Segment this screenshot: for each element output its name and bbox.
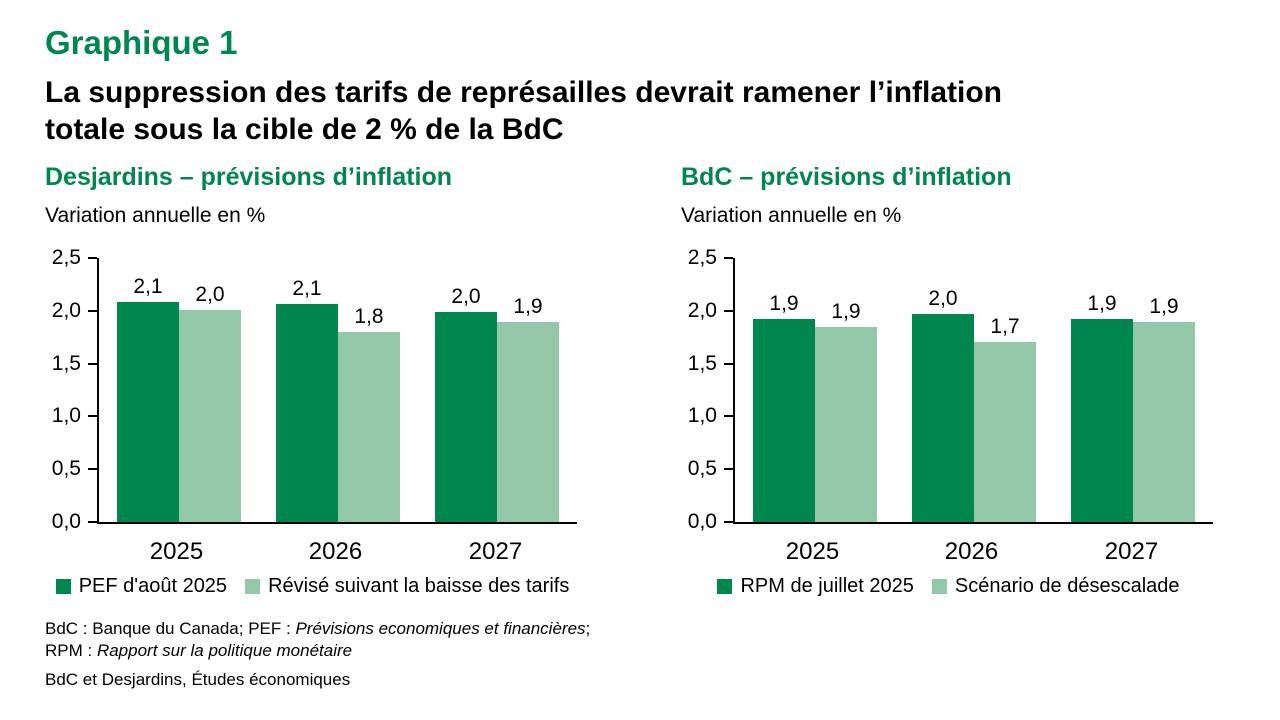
y-tick-label: 1,5 bbox=[51, 352, 81, 375]
footnote-line1-suffix: ; bbox=[585, 619, 591, 638]
legend-item: PEF d'août 2025 bbox=[55, 575, 228, 598]
bar-value-label: 2,0 bbox=[928, 287, 958, 310]
axis-units-label-left: Variation annuelle en % bbox=[45, 204, 266, 227]
page-title-line1: La suppression des tarifs de représaille… bbox=[45, 76, 1003, 109]
bar-value-label: 1,8 bbox=[354, 305, 384, 328]
y-axis-tick bbox=[724, 521, 733, 523]
x-axis-label-2025: 2025 bbox=[785, 538, 840, 565]
bar-value-label: 2,1 bbox=[133, 275, 163, 298]
bar-value-label: 2,1 bbox=[292, 277, 322, 300]
panel-title-bdc: BdC – prévisions d’inflation bbox=[681, 163, 1012, 191]
bar-2027-series2 bbox=[497, 322, 559, 522]
bar-2026-series2 bbox=[338, 332, 400, 522]
bdc-bar-chart: 1,9 1,9 2,0 1,7 1,9 1,9 0,0 0,5 1,0 1,5 2,0 2,5 2025… bbox=[681, 247, 1216, 628]
bar-2025-series1 bbox=[117, 302, 179, 522]
y-tick-label: 0,0 bbox=[51, 510, 81, 533]
y-axis-tick bbox=[88, 415, 97, 417]
bar-value-label: 1,9 bbox=[1087, 292, 1117, 315]
bar-value-label: 1,9 bbox=[831, 300, 861, 323]
bar-value-label: 1,9 bbox=[513, 295, 543, 318]
panel-title-desjardins: Desjardins – prévisions d’inflation bbox=[45, 163, 453, 191]
y-tick-label: 2,5 bbox=[51, 246, 81, 269]
y-tick-label: 2,0 bbox=[51, 299, 81, 322]
plot-area: 1,9 1,9 2,0 1,7 1,9 1,9 bbox=[733, 258, 1213, 524]
page-title: La suppression des tarifs de représaille… bbox=[45, 74, 1002, 148]
bar-2025-series2 bbox=[179, 310, 241, 522]
y-axis-tick bbox=[88, 521, 97, 523]
bar-value-label: 1,9 bbox=[769, 292, 799, 315]
axis-units-label-right: Variation annuelle en % bbox=[681, 204, 902, 227]
x-axis-label-2025: 2025 bbox=[149, 538, 204, 565]
bar-2027-series1 bbox=[1071, 319, 1133, 522]
bar-2027-series2 bbox=[1133, 322, 1195, 522]
bar-2027-series1 bbox=[435, 312, 497, 522]
legend: PEF d'août 2025 Révisé suivant la baisse … bbox=[45, 575, 580, 598]
footnote-line1-prefix: BdC : Banque du Canada; PEF : bbox=[45, 619, 296, 638]
legend-swatch-icon bbox=[245, 579, 261, 594]
y-tick-label: 0,5 bbox=[687, 457, 717, 480]
legend-label: Révisé suivant la baisse des tarifs bbox=[268, 575, 570, 597]
y-axis-tick bbox=[88, 468, 97, 470]
footnote-line2-italic: Rapport sur la politique monétaire bbox=[96, 641, 353, 660]
bar-2026-series2 bbox=[974, 342, 1036, 522]
plot-area: 2,1 2,0 2,1 1,8 2,0 1,9 bbox=[97, 258, 577, 524]
y-axis-tick bbox=[724, 257, 733, 259]
source-line: BdC et Desjardins, Études économiques bbox=[45, 670, 351, 689]
x-axis-label-2026: 2026 bbox=[944, 538, 999, 565]
bar-value-label: 1,7 bbox=[990, 315, 1020, 338]
chart-number-kicker: Graphique 1 bbox=[45, 24, 238, 61]
desjardins-bar-chart: 2,1 2,0 2,1 1,8 2,0 1,9 0,0 0,5 1,0 1,5 2,0 2,5 2025… bbox=[45, 247, 580, 628]
bar-2025-series2 bbox=[815, 327, 877, 522]
footnote: BdC : Banque du Canada; PEF : Prévisions… bbox=[45, 618, 590, 662]
legend-item: RPM de juillet 2025 bbox=[717, 575, 914, 598]
y-tick-label: 2,0 bbox=[687, 299, 717, 322]
legend-swatch-icon bbox=[717, 579, 733, 594]
y-tick-label: 2,5 bbox=[687, 246, 717, 269]
x-axis-label-2027: 2027 bbox=[1104, 538, 1159, 565]
legend-swatch-icon bbox=[931, 579, 947, 594]
bar-2026-series1 bbox=[276, 304, 338, 522]
footnote-line1-italic: Prévisions economiques et financières bbox=[295, 619, 586, 638]
page-title-line2: totale sous la cible de 2 % de la BdC bbox=[45, 113, 564, 146]
y-axis-tick bbox=[88, 363, 97, 365]
y-axis-tick bbox=[724, 363, 733, 365]
legend-item: Scénario de désescalade bbox=[931, 575, 1180, 598]
y-tick-label: 0,5 bbox=[51, 457, 81, 480]
y-tick-label: 1,0 bbox=[687, 404, 717, 427]
bar-value-label: 2,0 bbox=[451, 285, 481, 308]
y-axis-tick bbox=[724, 415, 733, 417]
bar-2025-series1 bbox=[753, 319, 815, 522]
y-axis-tick bbox=[724, 310, 733, 312]
bar-value-label: 2,0 bbox=[195, 283, 225, 306]
y-axis-tick bbox=[88, 310, 97, 312]
y-tick-label: 0,0 bbox=[687, 510, 717, 533]
legend-label: PEF d'août 2025 bbox=[78, 575, 228, 597]
legend-swatch-icon bbox=[55, 579, 71, 594]
footnote-line2-prefix: RPM : bbox=[45, 641, 97, 660]
legend-label: Scénario de désescalade bbox=[954, 575, 1180, 597]
bar-2026-series1 bbox=[912, 314, 974, 522]
legend-label: RPM de juillet 2025 bbox=[740, 575, 914, 597]
y-axis-tick bbox=[724, 468, 733, 470]
y-axis-tick bbox=[88, 257, 97, 259]
legend-item: Révisé suivant la baisse des tarifs bbox=[245, 575, 569, 598]
y-tick-label: 1,5 bbox=[687, 352, 717, 375]
bar-value-label: 1,9 bbox=[1149, 295, 1179, 318]
legend: RPM de juillet 2025 Scénario de désescala… bbox=[681, 575, 1216, 598]
x-axis-label-2026: 2026 bbox=[308, 538, 363, 565]
x-axis-label-2027: 2027 bbox=[468, 538, 523, 565]
y-tick-label: 1,0 bbox=[51, 404, 81, 427]
